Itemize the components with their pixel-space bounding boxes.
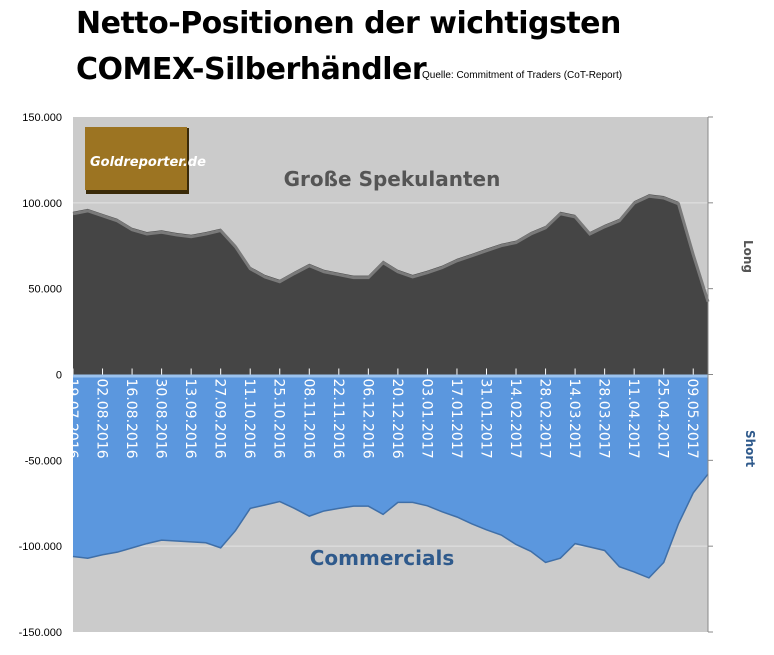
x-tick-label: 11.04.2017 <box>625 379 641 459</box>
y-tick-label: 0 <box>56 370 62 382</box>
x-tick-label: 20.12.2016 <box>389 379 405 459</box>
spekulanten-area <box>73 194 708 375</box>
x-tick-label: 27.09.2016 <box>212 379 228 459</box>
x-tick-label: 03.01.2017 <box>418 379 434 459</box>
y-tick-label: -50.000 <box>25 455 62 467</box>
x-tick-label: 25.04.2017 <box>655 379 671 459</box>
short-label: Short <box>743 430 757 467</box>
x-tick-label: 11.10.2016 <box>241 379 257 459</box>
source-note: Quelle: Commitment of Traders (CoT-Repor… <box>422 70 623 81</box>
logo-box <box>85 127 187 190</box>
spekulanten-edge <box>72 194 710 303</box>
commercials-area <box>73 374 708 578</box>
x-tick-label: 25.10.2016 <box>271 379 287 459</box>
x-tick-label: 17.01.2017 <box>448 379 464 459</box>
x-tick-label: 31.01.2017 <box>477 379 493 459</box>
commercials-line <box>72 473 709 579</box>
chart-title-line1: Netto-Positionen der wichtigsten <box>76 6 621 41</box>
y-tick-label: -100.000 <box>19 541 62 553</box>
logo-text: Goldreporter.de <box>90 155 206 170</box>
x-tick-label: 08.11.2016 <box>300 379 316 459</box>
x-tick-label: 30.08.2016 <box>153 379 169 459</box>
x-tick-label: 19.07.2016 <box>64 379 80 459</box>
series-label-spekulanten: Große Spekulanten <box>284 167 501 191</box>
y-tick-label: -150.000 <box>19 627 62 639</box>
series-label-commercials: Commercials <box>310 546 455 570</box>
y-tick-label: 100.000 <box>22 198 62 210</box>
x-tick-label: 02.08.2016 <box>94 379 110 459</box>
x-tick-label: 14.02.2017 <box>507 379 523 459</box>
y-tick-label: 150.000 <box>22 112 62 124</box>
long-label: Long <box>741 240 755 273</box>
y-tick-label: 50.000 <box>28 284 62 296</box>
x-tick-label: 09.05.2017 <box>684 379 700 459</box>
x-tick-label: 13.09.2016 <box>182 379 198 459</box>
x-tick-label: 28.02.2017 <box>537 379 553 459</box>
zero-band <box>73 374 708 378</box>
chart-title-line2: COMEX-Silberhändler <box>76 52 427 87</box>
x-tick-label: 22.11.2016 <box>330 379 346 459</box>
x-tick-label: 06.12.2016 <box>359 379 375 459</box>
x-tick-label: 14.03.2017 <box>566 379 582 459</box>
x-tick-label: 16.08.2016 <box>123 379 139 459</box>
goldreporter-logo: Goldreporter.de <box>85 127 206 194</box>
x-tick-label: 28.03.2017 <box>596 379 612 459</box>
